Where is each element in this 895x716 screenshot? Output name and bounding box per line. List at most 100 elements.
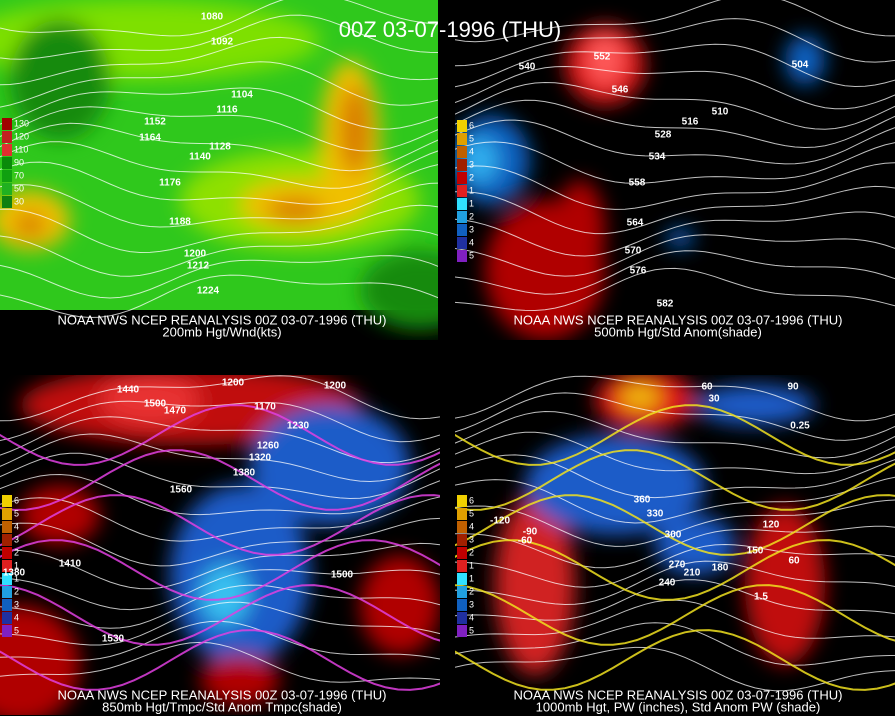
contour-label: 540 [519, 62, 536, 73]
contour [0, 61, 438, 108]
legend-label: 1 [469, 185, 474, 195]
contour [455, 18, 895, 67]
contour [455, 99, 895, 149]
contour-label: 1320 [249, 453, 272, 464]
contour-overlay [0, 629, 440, 691]
contour-overlay [455, 539, 895, 601]
contour-label: 30 [708, 394, 720, 405]
legend-label: 3 [469, 599, 474, 609]
contour-label: 180 [712, 563, 729, 574]
contour-overlay [455, 584, 895, 646]
legend-swatch [457, 560, 467, 572]
contour [455, 543, 895, 588]
contour [0, 375, 440, 422]
contour-label: 60 [788, 556, 800, 567]
legend-label: 1 [14, 560, 19, 570]
contour [455, 267, 895, 312]
legend-swatch [457, 172, 467, 184]
legend-label: 6 [469, 120, 474, 130]
legend-label: 4 [14, 521, 19, 531]
contour [455, 375, 895, 422]
legend-swatch [457, 133, 467, 145]
contour [0, 517, 440, 567]
panel-caption: NOAA NWS NCEP REANALYSIS 00Z 03-07-1996 … [514, 312, 843, 327]
legend-label: 6 [469, 495, 474, 505]
contour [0, 255, 438, 299]
contour [455, 410, 895, 459]
contour-label: 546 [612, 85, 629, 96]
legend-label: 70 [14, 170, 24, 180]
legend-swatch [457, 521, 467, 533]
contour-label: 60 [701, 382, 713, 393]
contour-label: 330 [647, 509, 664, 520]
contour-label: 1224 [197, 286, 220, 297]
contour [0, 473, 440, 516]
contour-label: -60 [518, 536, 533, 547]
contour-label: 1440 [117, 385, 140, 396]
contour [455, 65, 895, 110]
legend-swatch [457, 547, 467, 559]
panel-200mb: 130 120 110 90 70 50 30 1080 1092 1104 1116 1152 116… [0, 0, 438, 339]
contour-label: 150 [747, 546, 764, 557]
legend-label: 3 [14, 599, 19, 609]
contour [0, 14, 438, 60]
contour [0, 229, 438, 277]
legend-swatch [2, 573, 12, 585]
legend-swatch [457, 198, 467, 210]
contour-label: 1500 [144, 399, 167, 410]
legend-swatch [2, 547, 12, 559]
legend-label: 90 [14, 157, 24, 167]
contour [0, 106, 438, 152]
legend-label: 2 [469, 547, 474, 557]
contour [455, 234, 895, 277]
contour-label: 1164 [139, 133, 161, 144]
contour-label: 1176 [159, 178, 181, 189]
contour-overlay [0, 404, 440, 466]
contour-label: 1092 [211, 37, 234, 48]
legend-label: 3 [14, 534, 19, 544]
contour [455, 579, 895, 621]
legend-swatch [457, 625, 467, 637]
contour-label: 582 [657, 299, 674, 310]
contour-label: 210 [684, 568, 701, 579]
contour [455, 141, 895, 184]
legend-swatch [2, 599, 12, 611]
contour [0, 601, 440, 646]
contour [0, 161, 438, 205]
contour-label: 1200 [324, 381, 347, 392]
contour-label: -120 [490, 516, 510, 527]
contour-label: 0.25 [790, 421, 810, 432]
legend-label: 2 [469, 586, 474, 596]
contour [455, 162, 895, 210]
contour [455, 431, 895, 475]
contour [455, 646, 895, 692]
contour-label: 558 [629, 178, 646, 189]
contour-label: 1104 [231, 90, 253, 101]
panel-subtitle: 500mb Hgt/Std Anom(shade) [594, 324, 762, 339]
contour-label: -90 [523, 527, 538, 538]
legend-swatch [2, 495, 12, 507]
contour [0, 620, 440, 661]
contour [455, 250, 895, 295]
contour [0, 87, 438, 130]
legend-swatch [2, 118, 12, 130]
legend-label: 110 [14, 144, 28, 154]
contour-overlay [455, 404, 895, 466]
contour-label: 360 [634, 495, 651, 506]
contour-label: 1380 [233, 468, 256, 479]
contour-label: 1560 [170, 485, 193, 496]
legend-swatch [2, 560, 12, 572]
contour [455, 81, 895, 130]
legend-label: 3 [469, 159, 474, 169]
legend-label: 4 [469, 146, 474, 156]
contour [0, 400, 440, 443]
contour-label: 504 [792, 60, 809, 71]
contour-label: 528 [655, 130, 672, 141]
contour [0, 182, 438, 228]
contour [0, 204, 438, 254]
contour-label: 1188 [169, 217, 191, 228]
panel-subtitle: 1000mb Hgt, PW (inches), Std Anom PW (sh… [536, 699, 821, 714]
legend-label: 1 [469, 573, 474, 583]
